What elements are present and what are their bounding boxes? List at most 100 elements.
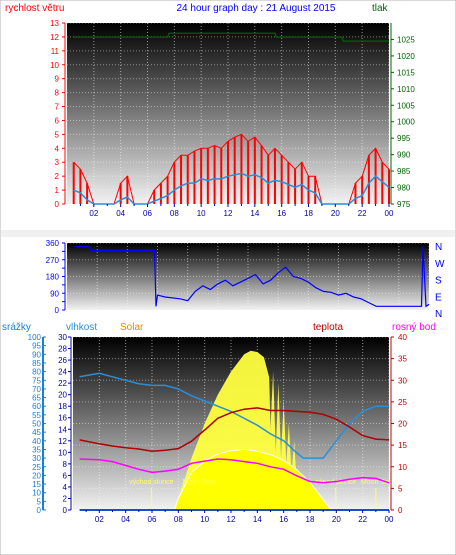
pressure-y-tick-label: 1020 — [397, 52, 415, 61]
wind-y-tick-label: 3 — [55, 158, 60, 167]
rain-y-tick-label: 70 — [32, 385, 41, 394]
wind-x-tick-label: 22 — [358, 209, 367, 218]
temperature-y-tick-label: 20 — [398, 420, 407, 429]
wind-direction-line — [74, 246, 430, 308]
pressure-y-tick-label: 995 — [397, 134, 411, 143]
climate-x-tick-label: 10 — [200, 515, 209, 524]
solar-y-tick-label: 28 — [58, 345, 67, 354]
compass-label: W — [435, 259, 445, 270]
humidity-axis-title: vlhkost — [66, 322, 97, 333]
temperature-line — [79, 407, 390, 452]
event-marker-label: západ slunce — [315, 479, 356, 486]
wind-x-tick-label: 02 — [89, 209, 98, 218]
pressure-y-tick-label: 1005 — [397, 101, 415, 110]
rain-y-tick-label: 10 — [32, 489, 41, 498]
compass-label: N — [435, 309, 442, 320]
climate-x-tick-label: 22 — [358, 515, 367, 524]
wind-x-tick-label: 12 — [224, 209, 233, 218]
wind-y-tick-label: 0 — [55, 200, 60, 209]
rain-y-tick-label: 95 — [32, 342, 41, 351]
wind-x-tick-label: 14 — [250, 209, 259, 218]
wind-speed-axis-title: rychlost větru — [5, 3, 64, 14]
wind-x-tick-label: 20 — [331, 209, 340, 218]
temperature-y-tick-label: 10 — [398, 463, 407, 472]
wind-x-tick-label: 10 — [197, 209, 206, 218]
climate-x-tick-label: 06 — [148, 515, 157, 524]
rain-y-tick-label: 65 — [32, 394, 41, 403]
chart-layer: 0123456789101112139759809859909951000100… — [28, 19, 445, 524]
compass-label: E — [435, 292, 442, 303]
pressure-y-tick-label: 1015 — [397, 68, 415, 77]
rain-y-tick-label: 55 — [32, 411, 41, 420]
solar-y-tick-label: 26 — [58, 356, 67, 365]
temperature-y-tick-label: 25 — [398, 398, 407, 407]
rain-y-tick-label: 30 — [32, 454, 41, 463]
solar-y-tick-label: 20 — [58, 391, 67, 400]
solar-y-tick-label: 18 — [58, 402, 67, 411]
wind-y-tick-label: 12 — [50, 33, 59, 42]
solar-y-tick-label: 2 — [63, 494, 68, 503]
wind-y-tick-label: 11 — [51, 47, 60, 56]
rain-axis-title: srážky — [2, 322, 31, 333]
separator-strip — [1, 230, 455, 237]
solar-y-tick-label: 14 — [58, 425, 67, 434]
pressure-y-tick-label: 980 — [397, 184, 411, 193]
event-marker-label: Moon Rise — [183, 479, 217, 486]
climate-x-tick-label: 16 — [279, 515, 288, 524]
event-marker-label: Moon Set — [361, 479, 391, 486]
humidity-line — [79, 372, 389, 459]
direction-y-tick-label: 180 — [46, 273, 60, 282]
pressure-y-tick-label: 1000 — [397, 118, 415, 127]
climate-x-tick-label: 12 — [227, 515, 236, 524]
climate-x-tick-label: 04 — [121, 515, 130, 524]
direction-y-tick-label: 90 — [50, 289, 59, 298]
wind-y-tick-label: 7 — [55, 103, 60, 112]
direction-y-tick-label: 270 — [46, 256, 60, 265]
wind-y-tick-label: 2 — [55, 172, 60, 181]
rain-y-tick-label: 15 — [32, 480, 41, 489]
climate-x-tick-label: 02 — [95, 515, 104, 524]
wind-y-tick-label: 5 — [55, 130, 60, 139]
compass-label: N — [435, 242, 442, 253]
solar-theoretical-area — [174, 449, 332, 510]
wind-y-tick-label: 9 — [55, 75, 60, 84]
wind-x-tick-label: 18 — [304, 209, 313, 218]
rain-y-tick-label: 45 — [32, 428, 41, 437]
rain-y-tick-label: 85 — [32, 359, 41, 368]
solar-y-tick-label: 8 — [63, 460, 68, 469]
climate-x-tick-label: 08 — [174, 515, 183, 524]
direction-y-tick-label: 360 — [46, 239, 60, 248]
rain-y-tick-label: 40 — [32, 437, 41, 446]
wind-y-tick-label: 6 — [55, 116, 60, 125]
rain-y-tick-label: 25 — [32, 463, 41, 472]
wind-x-tick-label: 16 — [277, 209, 286, 218]
solar-y-tick-label: 12 — [58, 437, 67, 446]
climate-x-tick-label: 18 — [306, 515, 315, 524]
wind-x-tick-label: 08 — [170, 209, 179, 218]
temperature-axis-title: teplota — [313, 322, 343, 333]
rain-y-tick-label: 100 — [28, 333, 42, 342]
pressure-line — [73, 32, 389, 42]
wind-x-tick-label: 04 — [116, 209, 125, 218]
pressure-y-tick-label: 1025 — [397, 35, 415, 44]
wind-y-tick-label: 4 — [55, 144, 60, 153]
rain-y-tick-label: 75 — [32, 376, 41, 385]
temperature-y-tick-label: 35 — [398, 355, 407, 364]
rain-y-tick-label: 20 — [32, 471, 41, 480]
temperature-y-tick-label: 15 — [398, 441, 407, 450]
rain-y-tick-label: 5 — [37, 497, 42, 506]
climate-x-tick-label: 00 — [385, 515, 394, 524]
pressure-axis-title: tlak — [372, 3, 389, 14]
rain-y-tick-label: 50 — [32, 420, 41, 429]
wind-y-tick-label: 8 — [55, 89, 60, 98]
pressure-y-tick-label: 1010 — [397, 85, 415, 94]
rain-y-tick-label: 0 — [37, 506, 42, 515]
solar-y-tick-label: 22 — [58, 379, 67, 388]
wind-average-line — [73, 172, 390, 205]
solar-y-tick-label: 30 — [58, 333, 67, 342]
wind-y-tick-label: 10 — [50, 61, 59, 70]
rain-y-tick-label: 35 — [32, 445, 41, 454]
pressure-y-tick-label: 975 — [397, 200, 411, 209]
dew-point-line — [79, 458, 390, 484]
wind-x-tick-label: 06 — [143, 209, 152, 218]
